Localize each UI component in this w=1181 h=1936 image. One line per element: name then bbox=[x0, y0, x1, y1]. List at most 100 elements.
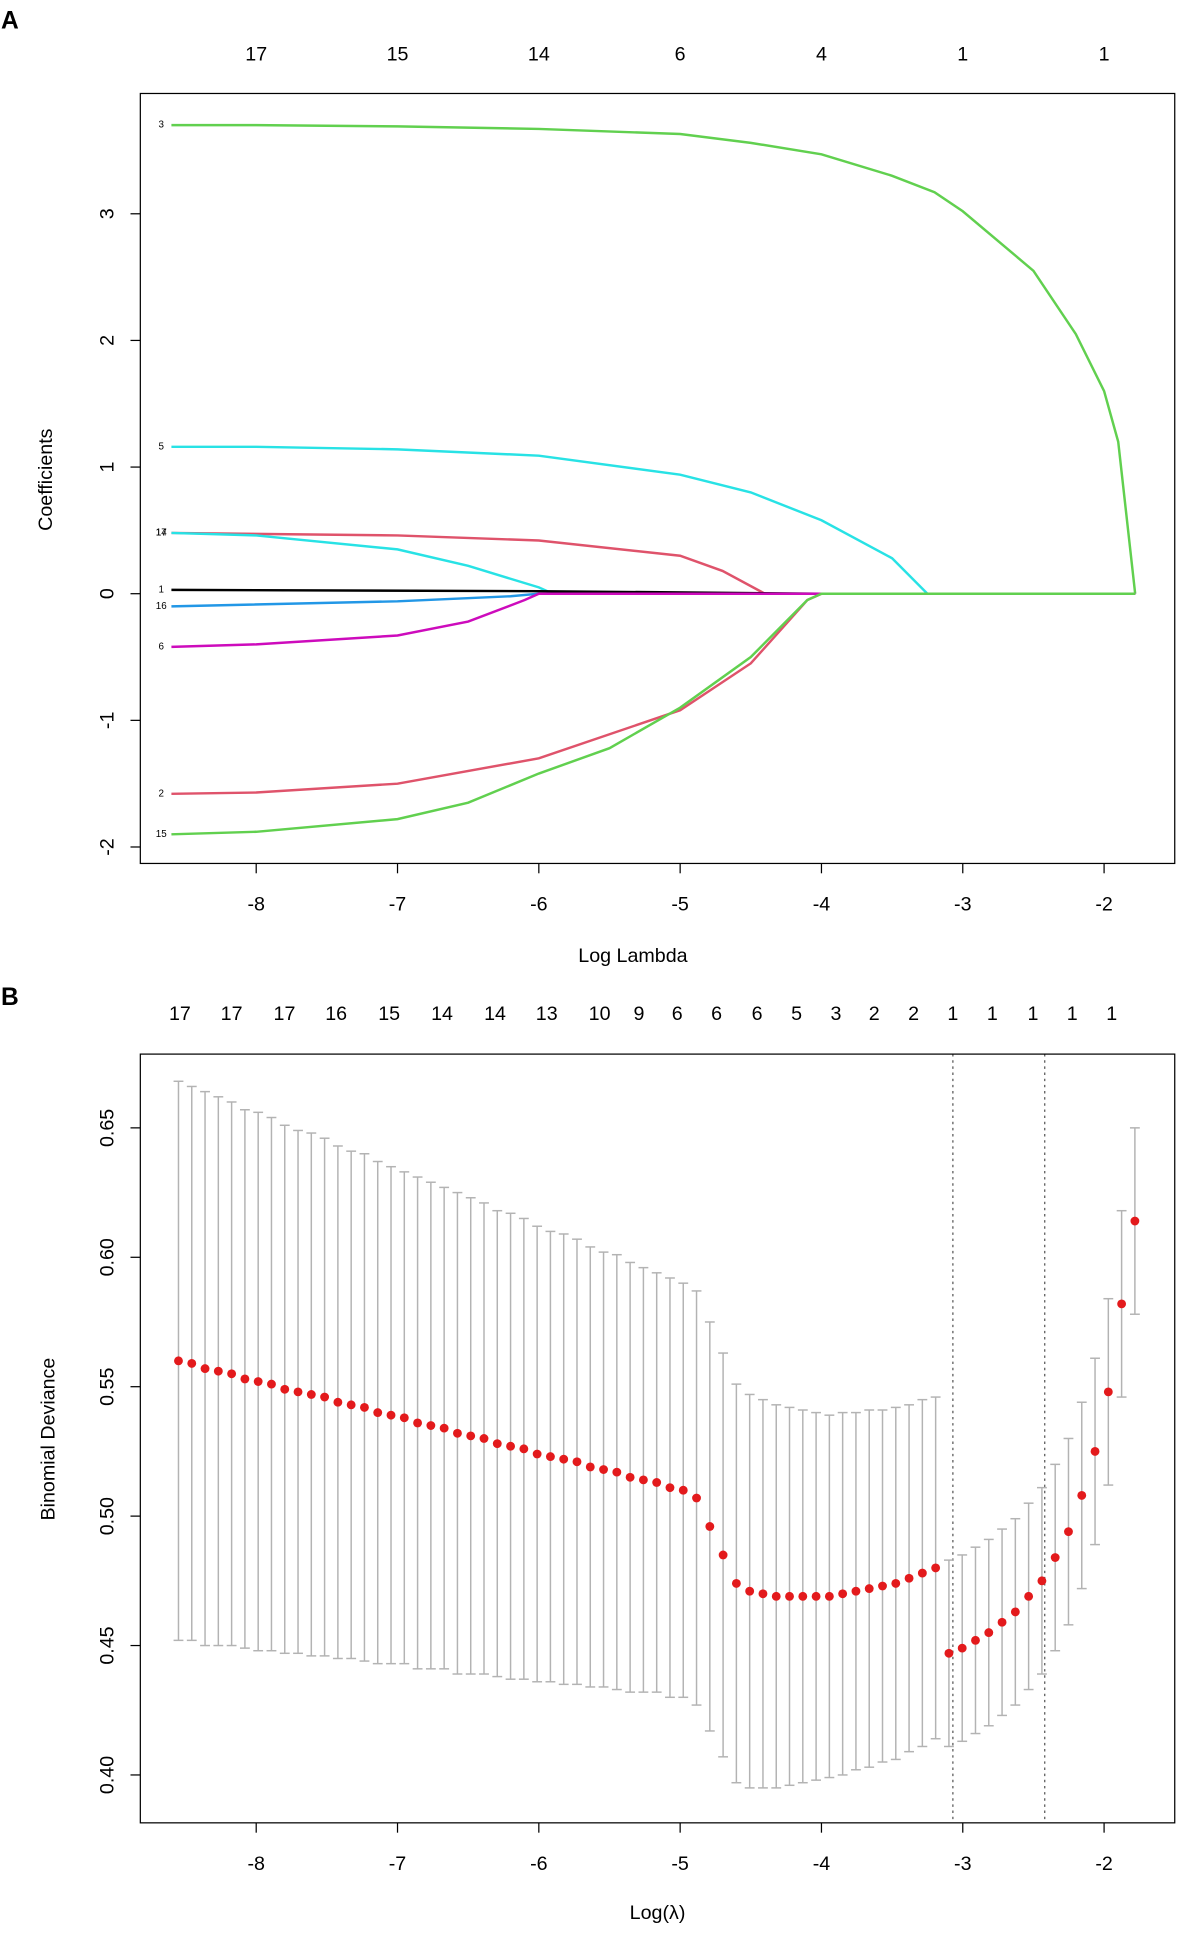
coefficient-path bbox=[171, 123, 1137, 594]
top-tick-label: 5 bbox=[791, 1003, 802, 1025]
top-tick-label: 1 bbox=[947, 1003, 958, 1025]
coefficient-path bbox=[171, 592, 1136, 608]
point bbox=[479, 1434, 489, 1443]
top-tick-label: 15 bbox=[378, 1003, 400, 1025]
point bbox=[253, 1377, 263, 1386]
point bbox=[1090, 1446, 1100, 1456]
point bbox=[758, 1589, 768, 1599]
point bbox=[187, 1358, 197, 1368]
y-tick-label: 0.55 bbox=[97, 1368, 119, 1406]
point bbox=[320, 1392, 330, 1402]
point bbox=[1130, 1216, 1140, 1226]
top-tick-label: 6 bbox=[752, 1003, 763, 1025]
path-label: 2 bbox=[159, 788, 164, 799]
top-tick-label: 1 bbox=[1106, 1003, 1117, 1025]
plot-frame bbox=[139, 1053, 1176, 1824]
point bbox=[1050, 1553, 1060, 1562]
point bbox=[293, 1387, 303, 1397]
top-tick-label: 13 bbox=[536, 1003, 558, 1025]
path-label: 16 bbox=[156, 601, 167, 612]
point bbox=[267, 1379, 276, 1389]
point bbox=[891, 1578, 901, 1588]
point bbox=[705, 1522, 715, 1531]
x-tick-label: -7 bbox=[389, 1853, 406, 1875]
panel-label: B bbox=[1, 984, 19, 1011]
point bbox=[280, 1384, 290, 1394]
point bbox=[360, 1402, 369, 1412]
point bbox=[997, 1617, 1007, 1627]
top-tick-label: 14 bbox=[431, 1003, 453, 1025]
y-tick-label: 0.65 bbox=[97, 1109, 119, 1147]
y-tick-label: 0.40 bbox=[97, 1756, 119, 1794]
x-tick-label: -5 bbox=[671, 1853, 689, 1875]
point bbox=[453, 1428, 462, 1438]
y-axis-title: Binomial Deviance bbox=[38, 1358, 60, 1521]
top-tick-label: 6 bbox=[711, 1003, 722, 1025]
top-tick-label: 1 bbox=[957, 44, 968, 66]
point bbox=[306, 1390, 316, 1399]
point bbox=[785, 1591, 794, 1601]
panel-label: A bbox=[1, 8, 19, 35]
point bbox=[240, 1374, 250, 1384]
point bbox=[200, 1364, 210, 1374]
point bbox=[904, 1573, 914, 1583]
point bbox=[811, 1591, 821, 1601]
y-tick-label: 0.50 bbox=[97, 1497, 119, 1535]
top-tick-label: 2 bbox=[869, 1003, 880, 1025]
coefficient-path bbox=[171, 592, 1136, 796]
y-tick-label: 2 bbox=[97, 335, 119, 346]
point bbox=[612, 1467, 622, 1477]
point bbox=[692, 1493, 701, 1503]
point bbox=[745, 1586, 755, 1596]
point bbox=[652, 1478, 662, 1487]
top-tick-label: 17 bbox=[169, 1003, 191, 1025]
x-axis-title: Log Lambda bbox=[578, 945, 687, 967]
y-tick-label: 1 bbox=[97, 462, 119, 473]
point bbox=[373, 1408, 383, 1418]
point bbox=[878, 1581, 887, 1591]
x-tick-label: -5 bbox=[671, 893, 689, 915]
point bbox=[545, 1452, 555, 1462]
top-tick-label: 2 bbox=[908, 1003, 919, 1025]
top-tick-label: 14 bbox=[484, 1003, 506, 1025]
top-tick-label: 1 bbox=[1067, 1003, 1078, 1025]
point bbox=[665, 1483, 675, 1493]
point bbox=[957, 1643, 967, 1653]
point bbox=[333, 1397, 343, 1407]
point bbox=[439, 1423, 449, 1433]
point bbox=[426, 1421, 436, 1430]
y-tick-label: 0 bbox=[97, 588, 119, 599]
x-tick-label: -2 bbox=[1095, 893, 1112, 915]
coefficient-path bbox=[171, 445, 1136, 595]
top-tick-label: 4 bbox=[816, 44, 827, 66]
top-tick-label: 10 bbox=[589, 1003, 611, 1025]
point bbox=[174, 1356, 183, 1366]
x-tick-label: -2 bbox=[1095, 1853, 1112, 1875]
point bbox=[851, 1586, 861, 1596]
top-tick-label: 3 bbox=[831, 1003, 842, 1025]
point bbox=[917, 1568, 927, 1578]
point bbox=[559, 1454, 569, 1464]
x-tick-label: -6 bbox=[530, 1853, 548, 1875]
point bbox=[213, 1366, 223, 1376]
point bbox=[971, 1635, 980, 1645]
point bbox=[599, 1465, 608, 1474]
top-tick-label: 17 bbox=[221, 1003, 243, 1025]
top-tick-label: 1 bbox=[987, 1003, 998, 1025]
y-tick-label: 3 bbox=[97, 208, 119, 219]
coefficient-path bbox=[171, 531, 1136, 595]
top-tick-label: 17 bbox=[245, 44, 267, 66]
point bbox=[532, 1449, 542, 1459]
y-axis-title: Coefficients bbox=[35, 428, 57, 531]
y-tick-label: -1 bbox=[97, 712, 119, 729]
point bbox=[519, 1444, 529, 1454]
point bbox=[771, 1591, 781, 1601]
point bbox=[1077, 1490, 1087, 1500]
path-label: 1 bbox=[159, 585, 164, 596]
x-tick-label: -8 bbox=[247, 893, 265, 915]
point bbox=[838, 1589, 848, 1599]
coefficient-path bbox=[171, 592, 1136, 649]
point bbox=[731, 1578, 741, 1588]
